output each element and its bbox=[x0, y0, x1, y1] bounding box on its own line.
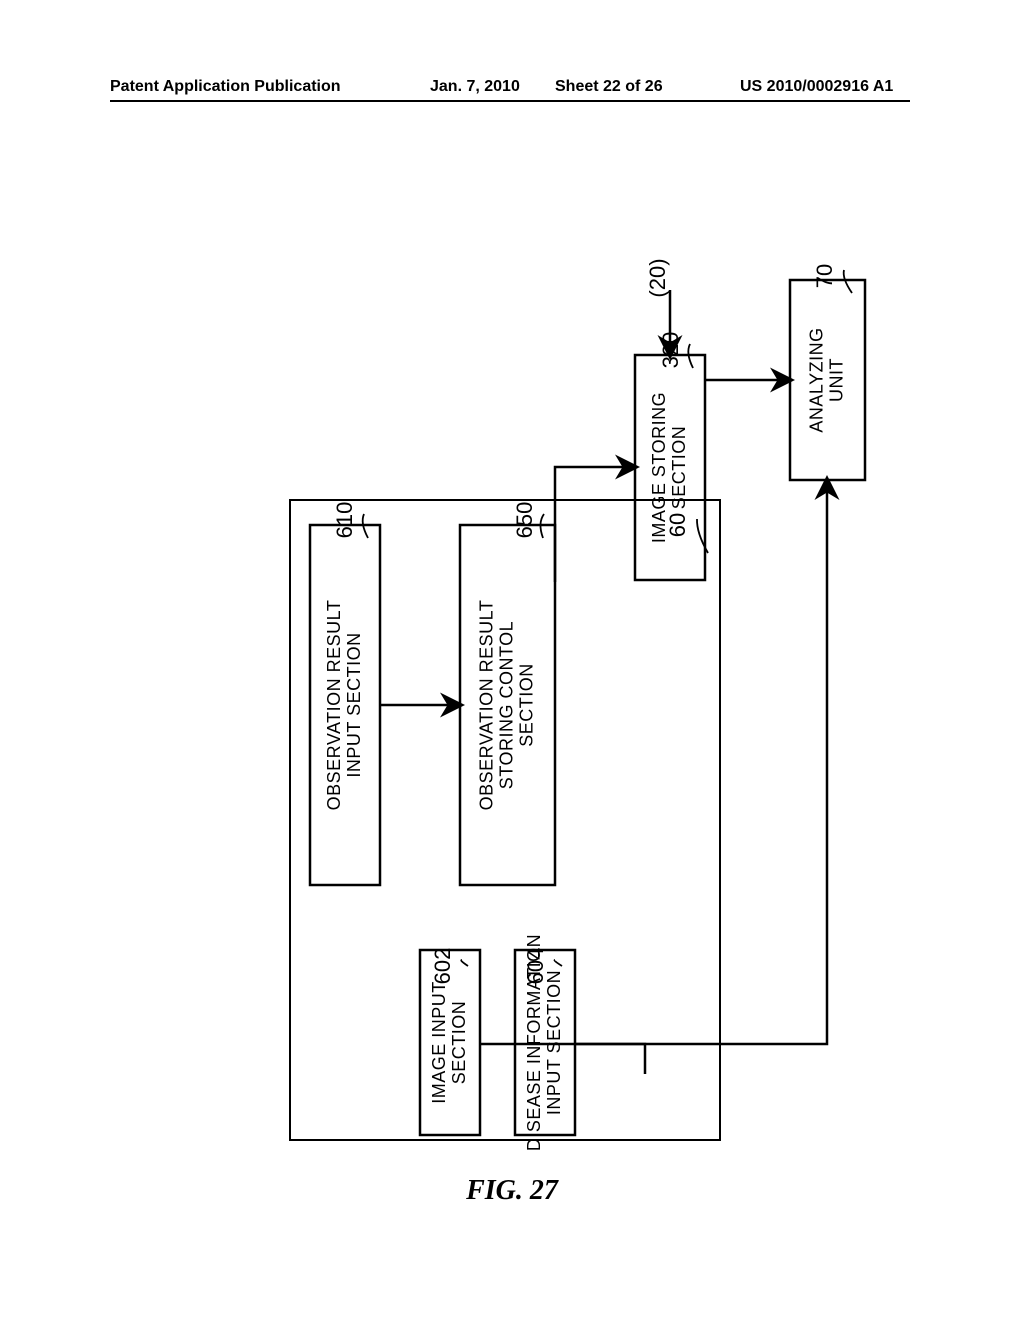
ref-label-602: 602 bbox=[430, 948, 455, 985]
header-pub-number: US 2010/0002916 A1 bbox=[740, 78, 893, 96]
leader-602 bbox=[461, 960, 468, 966]
node-label-n610: OBSERVATION RESULTINPUT SECTION bbox=[324, 600, 364, 811]
leader-60 bbox=[697, 519, 708, 553]
header-sheet: Sheet 22 of 26 bbox=[555, 78, 663, 96]
header-date: Jan. 7, 2010 bbox=[430, 78, 520, 96]
node-label-n650: OBSERVATION RESULTSTORING CONTOLSECTION bbox=[476, 600, 536, 811]
leader-604 bbox=[554, 960, 562, 966]
ref-label-320: 320 bbox=[658, 332, 683, 369]
node-label-n602: IMAGE INPUTSECTION bbox=[429, 981, 469, 1104]
edge-junction-n70 bbox=[645, 480, 827, 1044]
ref-label-650: 650 bbox=[512, 502, 537, 539]
ref-label-60: 60 bbox=[665, 513, 690, 537]
diagram-svg: OBSERVATION RESULTINPUT SECTION OBSERVATI… bbox=[110, 120, 910, 1200]
ref-label-610: 610 bbox=[332, 502, 357, 539]
figure-caption: FIG. 27 bbox=[0, 1175, 1024, 1207]
ref-label-70: 70 bbox=[812, 264, 837, 288]
header-pub-type: Patent Application Publication bbox=[110, 78, 341, 96]
ref-label-604: 604 bbox=[523, 948, 548, 985]
page-container: Patent Application Publication Jan. 7, 2… bbox=[0, 0, 1024, 1320]
node-label-n70: ANALYZINGUNIT bbox=[806, 327, 846, 432]
header-rule bbox=[110, 100, 910, 102]
edge-n650-n320 bbox=[555, 467, 635, 582]
leader-70 bbox=[844, 270, 852, 293]
ref-label-20: (20) bbox=[645, 258, 670, 297]
